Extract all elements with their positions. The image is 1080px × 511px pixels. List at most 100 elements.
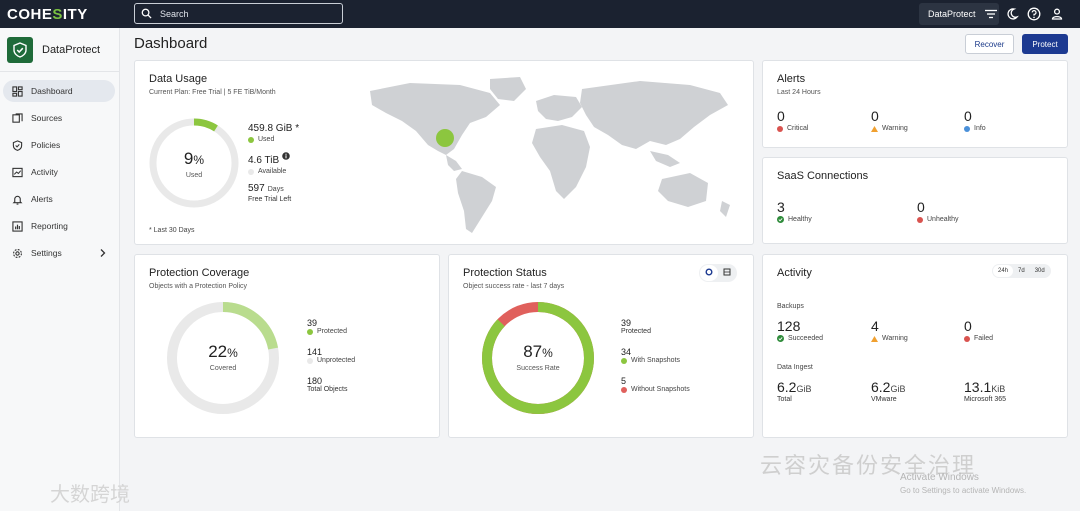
tenant-label: DataProtect (928, 9, 976, 19)
activate-windows-subtitle: Go to Settings to activate Windows. (900, 486, 1027, 495)
activate-windows-title: Activate Windows (900, 472, 979, 483)
warning-stat[interactable]: 0 Warning (871, 108, 908, 132)
sources-icon (12, 112, 23, 123)
info-label: Info (974, 125, 986, 132)
usage-percent: 9% (183, 149, 205, 168)
table-view-icon[interactable] (718, 265, 736, 281)
unhealthy-label: Unhealthy (927, 216, 959, 223)
available-dot (248, 168, 254, 175)
ingest-total-stat: 6.2GiB Total (777, 379, 811, 403)
used-label: Used (258, 136, 275, 143)
failed-stat[interactable]: 0 Failed (964, 318, 993, 342)
succeeded-label: Succeeded (788, 335, 824, 342)
sidebar-item-sources[interactable]: Sources (3, 107, 115, 129)
dark-mode-icon[interactable] (1005, 7, 1019, 21)
alerts-title: Alerts (777, 73, 806, 85)
trial-stat: 597 Days Free Trial Left (248, 182, 291, 203)
unhealthy-dot (917, 216, 923, 223)
sidebar-item-dashboard[interactable]: Dashboard (3, 80, 115, 102)
warning-count: 0 (871, 108, 879, 124)
succeeded-count: 128 (777, 318, 801, 334)
sidebar-item-label: Sources (31, 113, 63, 123)
backup-warning-count: 4 (871, 318, 879, 334)
info-icon[interactable] (282, 152, 290, 160)
with-snapshots-value: 34 (621, 347, 632, 357)
app-brand[interactable]: DataProtect (0, 28, 119, 72)
range-24h[interactable]: 24h (993, 265, 1014, 277)
user-icon[interactable] (1050, 7, 1064, 21)
failed-count: 0 (964, 318, 972, 334)
map-location-marker[interactable] (436, 129, 454, 147)
range-30d[interactable]: 30d (1034, 268, 1045, 274)
sidebar-nav: Dashboard Sources Policies Activity Aler… (0, 80, 119, 264)
sidebar-item-label: Settings (31, 248, 62, 258)
healthy-stat[interactable]: 3 Healthy (777, 199, 812, 223)
backup-warning-label: Warning (882, 335, 908, 342)
check-circle-icon (777, 216, 784, 223)
info-stat[interactable]: 0 Info (964, 108, 986, 132)
coverage-total-stat: 180 Total Objects (307, 376, 347, 393)
ingest-m365-stat: 13.1KiB Microsoft 365 (964, 379, 1006, 403)
coverage-protected-label: Protected (317, 328, 347, 335)
status-protected-stat: 39 Protected (621, 318, 651, 335)
without-snapshots-label: Without Snapshots (631, 386, 690, 393)
critical-stat[interactable]: 0 Critical (777, 108, 808, 132)
coverage-donut (167, 302, 279, 414)
sidebar-item-settings[interactable]: Settings (3, 242, 115, 264)
saas-title: SaaS Connections (777, 170, 869, 182)
ingest-vmware-value: 6.2 (871, 379, 891, 395)
without-snapshots-stat: 5 Without Snapshots (621, 376, 690, 393)
critical-label: Critical (787, 125, 809, 132)
healthy-label: Healthy (788, 216, 812, 223)
backup-warning-stat[interactable]: 4 Warning (871, 318, 908, 342)
available-label: Available (258, 168, 287, 175)
sidebar-item-alerts[interactable]: Alerts (3, 188, 115, 210)
info-count: 0 (964, 108, 972, 124)
protect-button[interactable]: Protect (1022, 34, 1068, 54)
coverage-protected-stat: 39 Protected (307, 318, 347, 335)
activity-card: Activity 24h 7d 30d Backups 128 Succeede… (762, 254, 1068, 438)
search-placeholder: Search (160, 8, 189, 19)
sidebar-item-activity[interactable]: Activity (3, 161, 115, 183)
warning-label: Warning (882, 125, 908, 132)
alerts-subtitle: Last 24 Hours (777, 89, 821, 96)
donut-view-icon[interactable] (700, 265, 718, 281)
status-caption: Success Rate (516, 365, 560, 372)
used-value: 459.8 GiB * (248, 123, 300, 134)
coverage-caption: Covered (209, 365, 237, 372)
shield-logo-icon (7, 36, 33, 63)
activity-range-toggle: 24h 7d 30d (992, 264, 1051, 278)
coverage-unprotected-value: 141 (307, 347, 323, 357)
recover-button[interactable]: Recover (965, 34, 1014, 54)
days-label: Free Trial Left (248, 196, 292, 203)
tenant-selector[interactable]: DataProtect (919, 3, 999, 25)
sidebar-item-reporting[interactable]: Reporting (3, 215, 115, 237)
sidebar-item-label: Reporting (31, 221, 68, 231)
sidebar-item-policies[interactable]: Policies (3, 134, 115, 156)
chevron-right-icon[interactable] (98, 248, 107, 258)
coverage-title: Protection Coverage (149, 267, 250, 279)
data-usage-subtitle: Current Plan: Free Trial | 5 FE TiB/Mont… (149, 89, 276, 96)
page-title: Dashboard (134, 35, 208, 52)
sidebar: DataProtect Dashboard Sources Policies A… (0, 28, 120, 511)
succeeded-stat[interactable]: 128 Succeeded (777, 318, 823, 342)
range-7d[interactable]: 7d (1018, 268, 1025, 274)
critical-dot (777, 125, 783, 132)
saas-connections-card: SaaS Connections 3 Healthy 0 Unhealthy (762, 157, 1068, 244)
ingest-m365-value: 13.1 (964, 379, 992, 395)
warning-icon (871, 335, 878, 342)
coverage-total-label: Total Objects (307, 386, 348, 393)
healthy-count: 3 (777, 199, 785, 215)
cohesity-logo[interactable]: COHESITY (7, 5, 88, 23)
coverage-protected-value: 39 (307, 318, 318, 328)
ingest-total-label: Total (777, 396, 792, 403)
usage-footnote: * Last 30 Days (149, 227, 195, 234)
info-dot (964, 125, 970, 132)
status-title: Protection Status (463, 267, 547, 279)
sidebar-item-label: Activity (31, 167, 58, 177)
search-input[interactable]: Search (134, 3, 343, 24)
failed-label: Failed (974, 335, 994, 342)
unhealthy-stat[interactable]: 0 Unhealthy (917, 199, 959, 223)
ingest-total-value: 6.2 (777, 379, 797, 395)
help-icon[interactable] (1027, 7, 1041, 21)
